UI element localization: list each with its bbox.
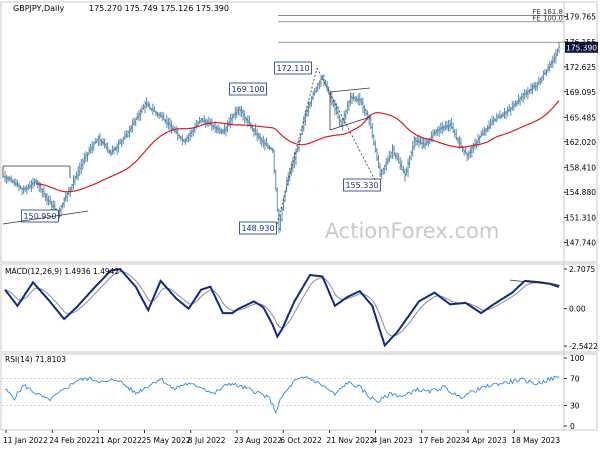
x-axis: 11 Jan 2022 24 Feb 2022 11 Apr 2022 25 May … bbox=[3, 430, 560, 445]
panel-frames bbox=[0, 1, 598, 431]
macd-divergence-line bbox=[509, 279, 561, 286]
rsi-tick-label: 0 bbox=[570, 422, 575, 431]
price-tick-label: 172.625 bbox=[565, 63, 596, 72]
pivot-148930-box bbox=[239, 221, 277, 235]
macd-panel bbox=[4, 268, 561, 348]
x-tick-label: 17 Feb 2023 bbox=[419, 436, 466, 445]
x-tick-label: 23 Aug 2022 bbox=[234, 436, 282, 445]
fe-level-label: FE 100.0 bbox=[532, 14, 563, 22]
price-tick-label: 179.765 bbox=[565, 12, 596, 21]
x-tick-label: 11 Jan 2022 bbox=[3, 436, 48, 445]
chart-title: GBPJPY,Daily bbox=[13, 4, 64, 13]
rsi-tick-label: 70 bbox=[570, 374, 580, 383]
pivot-172110-box bbox=[274, 61, 312, 75]
pivot-155330-box bbox=[343, 178, 381, 192]
x-tick-label: 24 Feb 2022 bbox=[49, 436, 96, 445]
rsi-tick-label: 100 bbox=[570, 354, 585, 363]
price-tick-label: 151.310 bbox=[565, 213, 596, 222]
swing-dashed-line-1 bbox=[275, 67, 318, 229]
panel-frame bbox=[0, 1, 598, 263]
panel-frame bbox=[0, 263, 598, 353]
price-tick-label: 162.020 bbox=[565, 138, 596, 147]
macd-tick-label: 0.00 bbox=[569, 305, 586, 314]
pivot-169100-box bbox=[229, 82, 267, 96]
wedge-top-line bbox=[329, 87, 371, 93]
price-tick-label: 165.485 bbox=[565, 113, 596, 122]
price-tick-label: 147.740 bbox=[565, 239, 596, 248]
x-tick-label: 4 Apr 2023 bbox=[465, 436, 507, 445]
price-tick-label: 158.410 bbox=[565, 163, 596, 172]
rsi-line bbox=[4, 375, 560, 415]
price-tick-label: 176.155 bbox=[565, 38, 596, 47]
pivot-150950-box bbox=[21, 209, 59, 223]
macd-line bbox=[4, 268, 560, 348]
ohlc-readout: 175.270 175.749 175.126 175.390 bbox=[89, 4, 229, 13]
moving-average-line bbox=[36, 100, 560, 193]
x-tick-label: 11 Apr 2022 bbox=[95, 436, 142, 445]
last-price-label: 175.390 bbox=[566, 43, 597, 52]
macd-title: MACD(12,26,9) 1.4936 1.4942 bbox=[5, 267, 119, 276]
rsi-panel bbox=[2, 375, 564, 415]
macd-signal-line bbox=[4, 270, 560, 337]
range-bottom-line bbox=[2, 210, 89, 225]
x-tick-label: 18 May 2023 bbox=[511, 436, 560, 445]
pivot-148930-label: 148.930 bbox=[241, 224, 274, 233]
price-tick-label: 169.095 bbox=[565, 88, 596, 97]
price-panel: FE 161.8FE 100.0 175.390 bbox=[3, 8, 598, 234]
panel-frame bbox=[0, 353, 598, 431]
macd-tick-label: 2.7075 bbox=[569, 265, 595, 274]
watermark-text: ActionForex.com bbox=[325, 219, 500, 243]
x-tick-label: 21 Nov 2022 bbox=[326, 436, 374, 445]
x-tick-label: 6 Oct 2022 bbox=[280, 436, 322, 445]
y-axes: 179.765 176.155 172.625 169.095 165.485 162.0… bbox=[564, 12, 598, 431]
x-tick-label: 8 Jul 2022 bbox=[188, 436, 226, 445]
x-tick-label: 4 Jan 2023 bbox=[373, 436, 413, 445]
wedge-bottom-line bbox=[329, 116, 371, 131]
rsi-tick-label: 30 bbox=[570, 402, 580, 411]
annotation-layer: 150.950 169.100 172.110 148.930 155.330 bbox=[2, 61, 381, 235]
fe-level-label: FE 161.8 bbox=[532, 8, 563, 16]
pivot-169100-label: 169.100 bbox=[231, 85, 264, 94]
price-tick-label: 154.880 bbox=[565, 188, 596, 197]
pivot-150950-label: 150.950 bbox=[23, 212, 56, 221]
pivot-155330-label: 155.330 bbox=[345, 181, 378, 190]
macd-tick-label: -2.5422 bbox=[569, 342, 598, 351]
pivot-172110-label: 172.110 bbox=[276, 64, 309, 73]
last-price-badge bbox=[565, 41, 598, 53]
rsi-title: RSI(14) 71.8103 bbox=[5, 355, 66, 364]
x-tick-label: 25 May 2022 bbox=[142, 436, 191, 445]
